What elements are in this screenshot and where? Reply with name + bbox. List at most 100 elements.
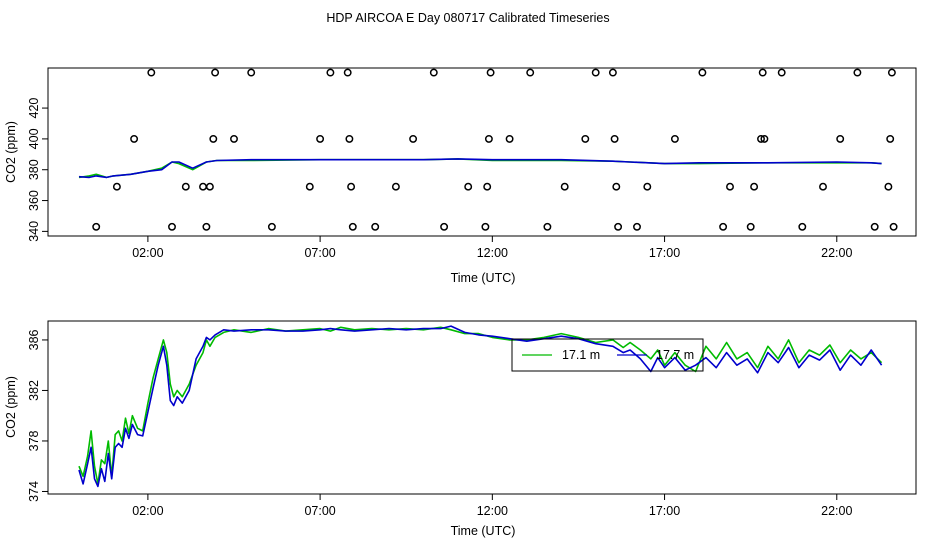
lower-panel: 374 378 382 386 02:00 07:00 12:00 17:00 22:00 T… (4, 320, 917, 538)
calibration-point (870, 222, 879, 231)
calibration-point (719, 222, 728, 231)
calibration-point (371, 222, 380, 231)
calibration-point (670, 134, 679, 143)
calibration-point (112, 182, 121, 191)
calibration-point (343, 68, 352, 77)
calibration-point (205, 182, 214, 191)
legend-box (511, 338, 704, 372)
calibration-point (608, 68, 617, 77)
plot-area (78, 68, 898, 231)
calibration-point (610, 134, 619, 143)
y-tick-label: 378 (27, 430, 41, 451)
chart-title: HDP AIRCOA E Day 080717 Calibrated Times… (326, 11, 609, 25)
calibration-point (464, 182, 473, 191)
calibration-point (230, 134, 238, 143)
x-tick-label: 12:00 (477, 246, 508, 260)
x-tick-label: 17:00 (649, 504, 680, 518)
calibration-point (526, 68, 535, 77)
calibration-point (316, 134, 325, 143)
calibration-point (505, 134, 514, 143)
calibration-point (758, 68, 767, 77)
calibration-point (92, 222, 101, 231)
series-line-blue (78, 158, 882, 179)
calibration-point (543, 222, 552, 231)
legend-label-17-1m: 17.1 m (562, 348, 600, 362)
y-tick-label: 386 (27, 329, 41, 350)
calibration-point (440, 222, 449, 231)
x-tick-label: 02:00 (132, 504, 163, 518)
calibration-point (429, 68, 438, 77)
y-axis: 340 360 380 400 420 (27, 98, 48, 242)
calibration-point (347, 182, 356, 191)
calibration-point (130, 134, 139, 143)
plot-frame (47, 67, 917, 237)
calibration-point (211, 68, 220, 77)
calibration-point (798, 222, 807, 231)
calibration-point (345, 134, 354, 143)
upper-panel: 340 360 380 400 420 02:00 07:00 12:00 17:00 22:0… (4, 67, 917, 285)
x-axis-label: Time (UTC) (451, 524, 516, 538)
y-tick-label: 382 (27, 380, 41, 401)
calibration-point (746, 222, 755, 231)
calibration-point (247, 68, 256, 77)
x-axis-label: Time (UTC) (451, 271, 516, 285)
calibration-point (484, 134, 493, 143)
calibration-point (760, 134, 769, 143)
calibration-point (633, 222, 641, 231)
calibration-point (409, 134, 418, 143)
y-axis: 374 378 382 386 (27, 329, 48, 502)
plot-area (78, 325, 883, 488)
calibration-point (612, 182, 621, 191)
calibration-point (750, 182, 759, 191)
calibration-point (209, 134, 218, 143)
calibration-point (483, 182, 492, 191)
calibration-point (202, 222, 211, 231)
calibration-point (819, 182, 827, 191)
calibration-point (168, 222, 176, 231)
calibration-point (326, 68, 335, 77)
calibration-point (887, 68, 896, 77)
y-axis-label: CO2 (ppm) (4, 121, 18, 183)
legend-label-17-7m: 17.7 m (656, 348, 694, 362)
y-tick-label: 420 (27, 98, 41, 119)
calibration-point (560, 182, 569, 191)
series-line-green (78, 326, 883, 485)
calibration-point (777, 68, 786, 77)
x-tick-label: 07:00 (304, 246, 335, 260)
calibration-point (591, 68, 600, 77)
calibration-point (348, 222, 357, 231)
y-tick-label: 380 (27, 159, 41, 180)
x-tick-label: 22:00 (821, 504, 852, 518)
calibration-point (643, 182, 652, 191)
calibration-point (886, 134, 895, 143)
series-line-blue (78, 325, 883, 488)
calibration-point (199, 182, 207, 191)
calibration-point (698, 68, 707, 77)
calibration-point (305, 182, 314, 191)
y-axis-label: CO2 (ppm) (4, 376, 18, 438)
calibration-point (486, 68, 495, 77)
y-tick-label: 374 (27, 481, 41, 502)
calibration-point (147, 68, 156, 77)
x-axis: 02:00 07:00 12:00 17:00 22:00 (132, 236, 852, 260)
x-axis: 02:00 07:00 12:00 17:00 22:00 (132, 494, 852, 518)
y-tick-label: 340 (27, 221, 41, 242)
plot-frame (47, 320, 917, 495)
calibration-point (614, 222, 623, 231)
calibration-point (726, 182, 734, 191)
x-tick-label: 22:00 (821, 246, 852, 260)
calibration-point (267, 222, 276, 231)
x-tick-label: 02:00 (132, 246, 163, 260)
calibration-point (889, 222, 898, 231)
x-tick-label: 12:00 (477, 504, 508, 518)
calibration-point (481, 222, 490, 231)
calibration-point (391, 182, 400, 191)
series-line-green (78, 158, 882, 179)
y-tick-label: 400 (27, 128, 41, 149)
x-tick-label: 07:00 (304, 504, 335, 518)
y-tick-label: 360 (27, 190, 41, 211)
legend: 17.1 m 17.7 m (511, 338, 704, 372)
calibration-point (181, 182, 190, 191)
